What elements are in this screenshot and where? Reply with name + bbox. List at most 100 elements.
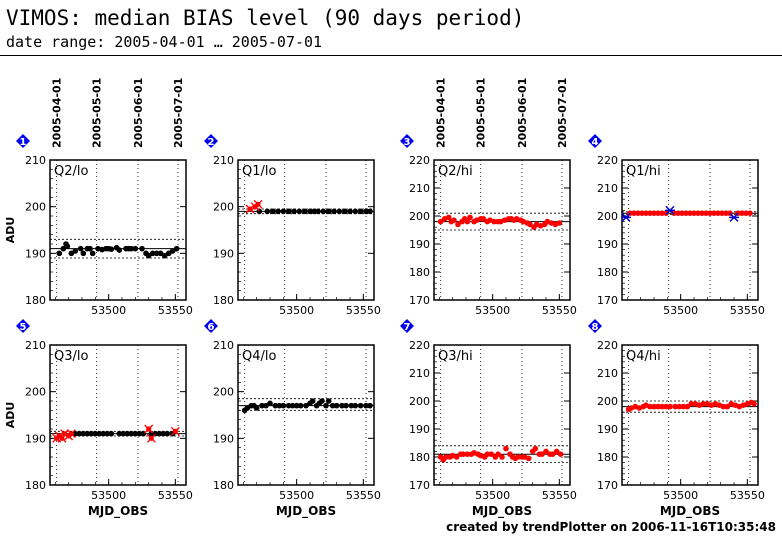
header-rule (0, 55, 782, 56)
data-point (77, 245, 84, 252)
data-point (680, 403, 687, 410)
data-point (525, 455, 532, 462)
data-point (84, 430, 91, 437)
data-point (116, 247, 123, 253)
y-tick-label: 200 (597, 210, 618, 223)
date-tick-label: 2005-05-01 (475, 78, 488, 148)
data-point (719, 210, 725, 216)
data-point (100, 430, 107, 437)
x-tick-label: 53500 (91, 304, 126, 317)
data-point (307, 208, 313, 215)
y-tick-label: 210 (213, 339, 234, 352)
y-tick-label: 170 (409, 294, 430, 307)
panel-badge-number: 1 (20, 137, 27, 148)
panel-badge (588, 319, 602, 333)
data-point (319, 398, 325, 404)
data-point (87, 245, 93, 252)
data-point (89, 250, 96, 257)
data-point (671, 210, 677, 216)
data-point (647, 403, 653, 410)
date-tick-label: 2005-06-01 (516, 78, 529, 148)
panel-2: 2 180 190 200 210 53500 53550 Q1/lo (204, 134, 381, 317)
date-tick-label: 2005-04-01 (435, 78, 448, 148)
plot-frame (49, 159, 187, 301)
y-tick-label: 180 (25, 479, 46, 492)
data-point (269, 208, 276, 215)
y-tick-label: 210 (25, 339, 46, 352)
y-tick-label: 180 (213, 479, 234, 492)
data-point (631, 210, 637, 216)
y-tick-label: 190 (213, 247, 234, 260)
data-point (707, 210, 713, 216)
data-point (747, 210, 753, 216)
panel-badge-number: 8 (592, 322, 599, 333)
y-tick-label: 210 (25, 154, 46, 167)
data-point (688, 401, 695, 407)
panel-6: 6 180 190 200 210 53500 53550 Q4/lo MJD_OBS (204, 319, 381, 519)
plot-frame (49, 344, 187, 486)
data-point (659, 403, 665, 410)
flag-marker (665, 205, 675, 215)
y-tick-label: 170 (597, 294, 618, 307)
y-tick-label: 190 (597, 238, 618, 251)
data-point (275, 208, 281, 215)
data-point (739, 210, 745, 216)
x-tick-label: 53500 (279, 489, 314, 502)
panel-4: 4 170 180 190 200 210 220 53500 53550 Q1/hi (588, 134, 765, 317)
y-tick-label: 210 (409, 182, 430, 195)
data-point (139, 245, 145, 252)
y-tick-label: 210 (597, 182, 618, 195)
panel-label: Q4/hi (626, 349, 661, 364)
x-axis-label: MJD_OBS (660, 504, 720, 519)
y-tick-label: 180 (597, 266, 618, 279)
x-axis-label: MJD_OBS (88, 504, 148, 519)
data-point (272, 402, 279, 409)
x-tick-label: 53550 (346, 304, 381, 317)
data-point (325, 398, 332, 404)
y-tick-label: 200 (597, 395, 618, 408)
x-tick-label: 53500 (663, 304, 698, 317)
data-point (553, 448, 560, 455)
data-point (715, 210, 721, 216)
data-point (651, 210, 657, 216)
data-point (64, 243, 71, 250)
data-point (153, 250, 160, 257)
y-tick-label: 210 (597, 367, 618, 380)
data-point (136, 430, 143, 437)
data-point (108, 246, 115, 252)
panel-badge (400, 134, 414, 148)
plot-frame (621, 344, 759, 486)
data-point (667, 403, 673, 410)
y-tick-label: 220 (597, 339, 618, 352)
data-point (363, 402, 369, 409)
y-tick-label: 200 (213, 386, 234, 399)
data-point (339, 402, 345, 409)
date-tick-label: 2005-06-01 (132, 78, 145, 148)
date-range-subtitle: date range: 2005-04-01 … 2005-07-01 (6, 33, 323, 51)
data-point (72, 430, 79, 437)
y-tick-label: 220 (409, 154, 430, 167)
data-point (488, 451, 495, 458)
data-point (445, 214, 452, 221)
data-point (659, 210, 665, 216)
y-tick-label: 200 (409, 210, 430, 223)
data-point (311, 208, 317, 215)
y-tick-label: 200 (213, 201, 234, 214)
panel-label: Q1/lo (242, 164, 276, 179)
data-point (343, 402, 349, 409)
data-point (72, 248, 79, 254)
panel-badge (204, 319, 218, 333)
panel-label: Q1/hi (626, 164, 661, 179)
outlier-marker (146, 433, 156, 443)
data-point (453, 454, 460, 460)
data-point (128, 430, 135, 437)
outlier-marker (245, 204, 255, 214)
data-point (336, 208, 343, 215)
x-tick-label: 53550 (158, 304, 193, 317)
plot-frame (237, 159, 375, 301)
data-point (333, 402, 340, 409)
data-point (80, 250, 87, 257)
x-tick-label: 53500 (91, 489, 126, 502)
panel-1: 1 180 190 200 210 53500 53550 Q2/lo ADU (4, 134, 193, 317)
